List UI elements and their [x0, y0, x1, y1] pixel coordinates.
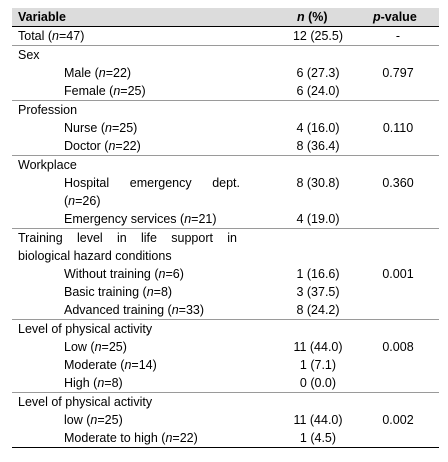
row-label: Nurse (n=25): [64, 121, 138, 135]
row-n: 6 (27.3): [296, 66, 340, 80]
row-p: 0.360: [382, 176, 414, 190]
row-p: 0.110: [382, 121, 414, 135]
table-row: low (n=25) 11 (44.0) 0.002: [12, 411, 439, 429]
row-n: 4 (16.0): [296, 121, 340, 135]
row-p: 0.008: [382, 340, 414, 354]
results-table: Variable n (%) p-value Total (n=47) 12 (…: [12, 8, 439, 448]
table-row: Low (n=25) 11 (44.0) 0.008: [12, 338, 439, 356]
table-row: Female (n=25) 6 (24.0): [12, 82, 439, 100]
table-row: High (n=8) 0 (0.0): [12, 374, 439, 392]
section-label: Workplace: [18, 158, 77, 172]
header-p-value: p-value: [373, 10, 417, 24]
row-p: 0.002: [382, 413, 414, 427]
table-row: Hospital emergency dept. (n=26) 8 (30.8)…: [12, 174, 439, 210]
table-row: Doctor (n=22) 8 (36.4): [12, 137, 439, 155]
row-label: Hospital emergency dept. (n=26): [64, 176, 240, 208]
row-n: 0 (0.0): [299, 376, 337, 390]
row-label: Female (n=25): [64, 84, 146, 98]
table-row: Basic training (n=8) 3 (37.5): [12, 283, 439, 301]
section-row: Training level in life support in biolog…: [12, 228, 439, 265]
section-row: Profession: [12, 100, 439, 119]
row-n: 8 (30.8): [296, 176, 340, 190]
row-n: 11 (44.0): [293, 413, 343, 427]
row-label: High (n=8): [64, 376, 123, 390]
table-row: Total (n=47) 12 (25.5) -: [12, 27, 439, 45]
row-n: 12 (25.5): [292, 29, 344, 43]
row-label: Moderate to high (n=22): [64, 431, 198, 445]
section-label: Sex: [18, 48, 40, 62]
row-n: 1 (4.5): [299, 431, 337, 445]
row-n: 8 (24.2): [296, 303, 340, 317]
table-row: Male (n=22) 6 (27.3) 0.797: [12, 64, 439, 82]
table-row: Nurse (n=25) 4 (16.0) 0.110: [12, 119, 439, 137]
section-row: Workplace: [12, 155, 439, 174]
row-p: 0.797: [382, 66, 414, 80]
row-label: Without training (n=6): [64, 267, 184, 281]
row-label: Total (n=47): [18, 29, 85, 43]
row-label: low (n=25): [64, 413, 123, 427]
section-label: Level of physical activity: [18, 395, 153, 409]
row-label: Advanced training (n=33): [64, 303, 205, 317]
section-label: Training level in life support in biolog…: [18, 231, 237, 263]
row-label: Male (n=22): [64, 66, 132, 80]
row-n: 3 (37.5): [296, 285, 340, 299]
row-label: Doctor (n=22): [64, 139, 141, 153]
row-n: 11 (44.0): [293, 340, 343, 354]
table-row: Moderate (n=14) 1 (7.1): [12, 356, 439, 374]
section-row: Level of physical activity: [12, 319, 439, 338]
row-n: 1 (7.1): [299, 358, 337, 372]
section-label: Level of physical activity: [18, 322, 153, 336]
table-row: Emergency services (n=21) 4 (19.0): [12, 210, 439, 228]
table-row: Moderate to high (n=22) 1 (4.5): [12, 429, 439, 448]
section-row: Level of physical activity: [12, 392, 439, 411]
row-n: 8 (36.4): [296, 139, 340, 153]
row-n: 6 (24.0): [296, 84, 340, 98]
row-label: Emergency services (n=21): [64, 212, 217, 226]
row-label: Basic training (n=8): [64, 285, 173, 299]
row-label: Low (n=25): [64, 340, 127, 354]
row-n: 1 (16.6): [296, 267, 340, 281]
section-row: Sex: [12, 45, 439, 64]
header-n-pct: n (%): [297, 10, 328, 24]
row-p: -: [395, 29, 401, 43]
header-variable: Variable: [18, 10, 66, 24]
row-p: 0.001: [382, 267, 414, 281]
row-label: Moderate (n=14): [64, 358, 157, 372]
table-header: Variable n (%) p-value: [12, 8, 439, 27]
table-row: Advanced training (n=33) 8 (24.2): [12, 301, 439, 319]
row-n: 4 (19.0): [296, 212, 340, 226]
section-label: Profession: [18, 103, 78, 117]
table-row: Without training (n=6) 1 (16.6) 0.001: [12, 265, 439, 283]
